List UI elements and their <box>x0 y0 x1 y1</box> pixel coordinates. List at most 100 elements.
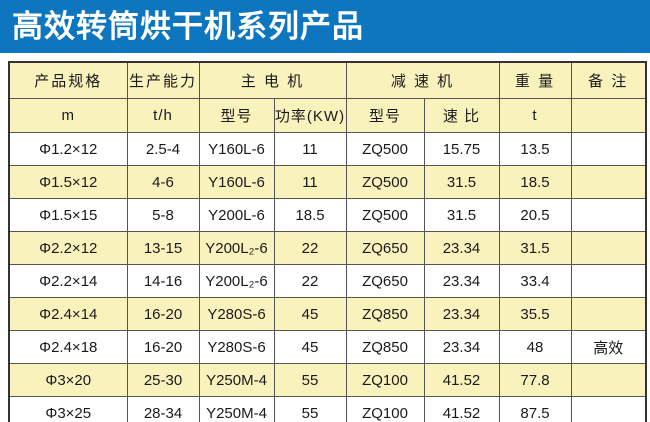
cell-remark: 高效 <box>570 330 647 364</box>
cell-speed-ratio: 41.52 <box>423 396 500 422</box>
cell-reducer-model: ZQ850 <box>345 297 425 331</box>
table-row: Φ2.4×18 16-20 Y280S-6 45 ZQ850 23.34 48 … <box>8 330 647 364</box>
cell-reducer-model: ZQ100 <box>345 363 425 397</box>
cell-capacity: 16-20 <box>126 330 200 364</box>
cell-spec: Φ2.2×12 <box>8 231 128 265</box>
cell-spec: Φ3×20 <box>8 363 128 397</box>
cell-weight: 20.5 <box>498 198 572 232</box>
spec-table: 产品规格 生产能力 主 电 机 减 速 机 重 量 备 注 m t/h 型号 功… <box>8 61 647 422</box>
cell-reducer-model: ZQ500 <box>345 132 425 166</box>
subheader-remark-empty <box>570 98 647 133</box>
table-group-header-row: 产品规格 生产能力 主 电 机 减 速 机 重 量 备 注 <box>8 61 647 99</box>
cell-speed-ratio: 23.34 <box>423 264 500 298</box>
cell-remark <box>570 363 647 397</box>
cell-speed-ratio: 31.5 <box>423 165 500 199</box>
subheader-motor-model: 型号 <box>198 98 275 133</box>
cell-capacity: 13-15 <box>126 231 200 265</box>
cell-reducer-model: ZQ100 <box>345 396 425 422</box>
cell-capacity: 14-16 <box>126 264 200 298</box>
col-header-product-spec: 产品规格 <box>8 61 128 99</box>
subheader-speed-ratio: 速 比 <box>423 98 500 133</box>
table-sub-header-row: m t/h 型号 功率(KW) 型号 速 比 t <box>8 98 647 133</box>
cell-spec: Φ3×25 <box>8 396 128 422</box>
cell-speed-ratio: 23.34 <box>423 231 500 265</box>
cell-speed-ratio: 23.34 <box>423 330 500 364</box>
col-header-main-motor: 主 电 机 <box>198 61 347 99</box>
cell-weight: 18.5 <box>498 165 572 199</box>
title-bar: 高效转筒烘干机系列产品 <box>0 0 650 53</box>
cell-motor-model: Y200L-6 <box>198 198 275 232</box>
cell-motor-model: Y250M-4 <box>198 396 275 422</box>
cell-reducer-model: ZQ650 <box>345 264 425 298</box>
cell-motor-model: Y160L-6 <box>198 165 275 199</box>
page-title: 高效转筒烘干机系列产品 <box>12 9 364 44</box>
cell-speed-ratio: 15.75 <box>423 132 500 166</box>
cell-motor-power: 22 <box>273 264 347 298</box>
cell-capacity: 4-6 <box>126 165 200 199</box>
cell-motor-model: Y250M-4 <box>198 363 275 397</box>
cell-capacity: 28-34 <box>126 396 200 422</box>
cell-weight: 13.5 <box>498 132 572 166</box>
cell-motor-model: Y200L₂-6 <box>198 264 275 298</box>
cell-reducer-model: ZQ850 <box>345 330 425 364</box>
cell-motor-power: 22 <box>273 231 347 265</box>
cell-remark <box>570 165 647 199</box>
cell-motor-power: 11 <box>273 132 347 166</box>
cell-capacity: 25-30 <box>126 363 200 397</box>
cell-reducer-model: ZQ500 <box>345 198 425 232</box>
cell-motor-power: 45 <box>273 297 347 331</box>
cell-weight: 33.4 <box>498 264 572 298</box>
subheader-unit-t: t <box>498 98 572 133</box>
cell-motor-model: Y200L₂-6 <box>198 231 275 265</box>
table-row: Φ2.2×12 13-15 Y200L₂-6 22 ZQ650 23.34 31… <box>8 231 647 265</box>
cell-spec: Φ2.4×18 <box>8 330 128 364</box>
cell-remark <box>570 231 647 265</box>
subheader-motor-power: 功率(KW) <box>273 98 347 133</box>
cell-capacity: 2.5-4 <box>126 132 200 166</box>
cell-remark <box>570 198 647 232</box>
cell-motor-power: 18.5 <box>273 198 347 232</box>
cell-spec: Φ2.4×14 <box>8 297 128 331</box>
subheader-unit-th: t/h <box>126 98 200 133</box>
col-header-capacity: 生产能力 <box>126 61 200 99</box>
cell-motor-model: Y160L-6 <box>198 132 275 166</box>
subheader-reducer-model: 型号 <box>345 98 425 133</box>
cell-remark <box>570 297 647 331</box>
cell-motor-model: Y280S-6 <box>198 330 275 364</box>
table-row: Φ2.4×14 16-20 Y280S-6 45 ZQ850 23.34 35.… <box>8 297 647 331</box>
cell-motor-model: Y280S-6 <box>198 297 275 331</box>
cell-motor-power: 55 <box>273 363 347 397</box>
cell-spec: Φ1.5×12 <box>8 165 128 199</box>
col-header-remark: 备 注 <box>570 61 647 99</box>
cell-motor-power: 11 <box>273 165 347 199</box>
cell-motor-power: 55 <box>273 396 347 422</box>
table-row: Φ3×25 28-34 Y250M-4 55 ZQ100 41.52 87.5 <box>8 396 647 422</box>
cell-weight: 31.5 <box>498 231 572 265</box>
cell-spec: Φ1.2×12 <box>8 132 128 166</box>
table-row: Φ3×20 25-30 Y250M-4 55 ZQ100 41.52 77.8 <box>8 363 647 397</box>
table-row: Φ1.5×12 4-6 Y160L-6 11 ZQ500 31.5 18.5 <box>8 165 647 199</box>
cell-motor-power: 45 <box>273 330 347 364</box>
cell-remark <box>570 264 647 298</box>
col-header-weight: 重 量 <box>498 61 572 99</box>
cell-capacity: 5-8 <box>126 198 200 232</box>
table-row: Φ1.5×15 5-8 Y200L-6 18.5 ZQ500 31.5 20.5 <box>8 198 647 232</box>
cell-spec: Φ2.2×14 <box>8 264 128 298</box>
cell-capacity: 16-20 <box>126 297 200 331</box>
cell-weight: 77.8 <box>498 363 572 397</box>
cell-weight: 87.5 <box>498 396 572 422</box>
cell-reducer-model: ZQ650 <box>345 231 425 265</box>
cell-reducer-model: ZQ500 <box>345 165 425 199</box>
cell-spec: Φ1.5×15 <box>8 198 128 232</box>
cell-weight: 35.5 <box>498 297 572 331</box>
cell-speed-ratio: 31.5 <box>423 198 500 232</box>
cell-weight: 48 <box>498 330 572 364</box>
table-row: Φ1.2×12 2.5-4 Y160L-6 11 ZQ500 15.75 13.… <box>8 132 647 166</box>
table-row: Φ2.2×14 14-16 Y200L₂-6 22 ZQ650 23.34 33… <box>8 264 647 298</box>
spec-table-container: 产品规格 生产能力 主 电 机 减 速 机 重 量 备 注 m t/h 型号 功… <box>8 61 647 422</box>
cell-remark <box>570 132 647 166</box>
col-header-reducer: 减 速 机 <box>345 61 500 99</box>
cell-speed-ratio: 41.52 <box>423 363 500 397</box>
cell-remark <box>570 396 647 422</box>
cell-speed-ratio: 23.34 <box>423 297 500 331</box>
